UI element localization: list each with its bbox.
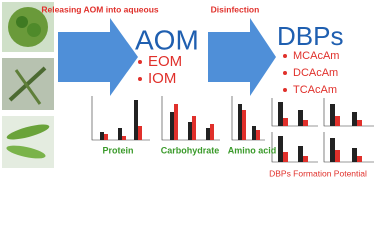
mini-chart <box>91 96 150 141</box>
mini-chart <box>323 98 374 127</box>
bullet <box>138 60 142 64</box>
photo-3 <box>2 116 54 168</box>
bullet <box>283 54 287 58</box>
mini-charts <box>91 96 374 163</box>
cell <box>6 124 50 140</box>
step-label: Releasing AOM into aqueous <box>41 4 159 14</box>
arrow <box>58 18 138 96</box>
graphical-abstract: Releasing AOM into aqueous Disinfection … <box>2 2 374 178</box>
list-item: IOM <box>148 70 176 87</box>
arrow <box>208 18 276 96</box>
cell <box>27 23 41 37</box>
cell <box>6 145 46 159</box>
dbp-panel-label: DBPs Formation Potential <box>269 168 367 178</box>
panel-label: Carbohydrate <box>161 145 220 155</box>
mini-chart <box>161 96 220 141</box>
micrographs <box>2 2 54 168</box>
list-item: EOM <box>148 53 182 70</box>
dbps-title: DBPs <box>277 21 343 51</box>
list-item: TCAcAm <box>293 84 337 96</box>
panel-label: Protein <box>102 145 133 155</box>
aom-title: AOM <box>135 24 199 55</box>
mini-chart <box>323 132 374 163</box>
list-item: MCAcAm <box>293 50 339 62</box>
panel-label: Amino acid <box>228 145 277 155</box>
mini-chart <box>271 132 318 163</box>
cell <box>14 69 42 105</box>
bullet <box>283 71 287 75</box>
mini-chart <box>271 98 318 127</box>
cell <box>16 16 28 28</box>
bullet <box>138 77 142 81</box>
list-item: DCAcAm <box>293 67 338 79</box>
bullet <box>283 88 287 92</box>
step-label: Disinfection <box>211 4 260 14</box>
mini-chart <box>231 96 265 141</box>
